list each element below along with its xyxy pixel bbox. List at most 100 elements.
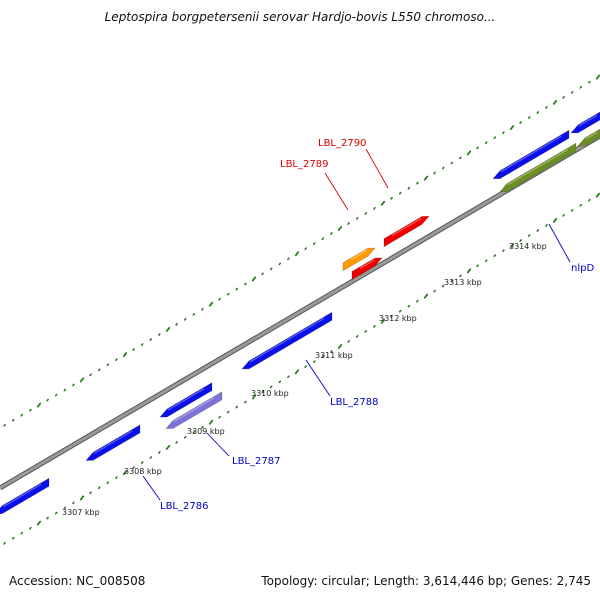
inner-track-tick [407,304,411,308]
map-title: Leptospira borgpetersenii serovar Hardjo… [104,10,496,24]
gene-arrow-8[interactable] [492,129,570,180]
gene-arrow-highlight-9 [578,114,598,127]
gene-arrow-10[interactable] [499,142,577,193]
inner-track-tick [588,198,591,202]
inner-track-tick [441,284,445,288]
outer-track-tick [484,141,488,145]
gene-label-lbl-2790[interactable]: LBL_2790 [318,138,366,149]
inner-track-tick [29,526,32,530]
inner-track-tick [493,254,497,258]
gene-arrow-highlight-6 [359,259,375,269]
outer-track-tick [476,146,479,150]
genome-summary-text: Topology: circular; Length: 3,614,446 bp… [261,574,591,588]
outer-track-tick [218,297,221,301]
gene-arrow-5[interactable] [342,247,376,272]
inner-track-tick [72,501,75,505]
outer-track-tick [355,217,359,220]
outer-track-tick [407,186,411,190]
gene-arrow-highlight-11 [585,131,598,140]
outer-track-tick [140,343,144,346]
outer-track-tick [502,131,505,135]
outer-track-tick [79,377,85,383]
outer-track-tick [595,74,600,80]
outer-track-tick [192,312,196,316]
inner-track-tick [545,224,548,227]
gene-arrow-9[interactable] [570,109,600,134]
outer-track-tick [261,272,264,276]
outer-tick-track [3,74,600,427]
kbp-label-3308: 3308 kbp [124,467,162,476]
inner-track-tick [519,239,522,242]
inner-track-tick [570,208,574,212]
inner-track-tick [20,531,24,535]
outer-track-tick [158,333,161,336]
inner-track-tick [3,541,6,545]
inner-track-tick [373,324,376,328]
inner-track-tick [502,249,505,253]
outer-track-tick [579,85,583,89]
chromosome-backbone-highlight [0,134,600,490]
inner-track-tick [175,441,178,444]
outer-track-tick [89,373,92,377]
outer-track-tick [175,323,178,326]
outer-track-tick [459,156,462,160]
outer-track-tick [519,121,522,124]
outer-track-tick [330,232,333,235]
inner-track-tick [165,444,171,450]
inner-track-tick [390,314,393,318]
outer-track-tick [54,393,58,397]
inner-track-tick [89,491,92,495]
outer-track-tick [337,226,343,231]
inner-track-tick [330,350,333,353]
inner-track-tick [347,340,350,343]
gene-arrow-4[interactable] [241,311,333,370]
inner-track-tick [278,380,282,384]
gene-label-lbl-2787[interactable]: LBL_2787 [232,456,280,467]
outer-track-tick [536,111,540,114]
inner-track-tick [466,268,472,274]
gene-label-lbl-2788[interactable]: LBL_2788 [330,397,378,408]
gene-arrow-highlight-1 [93,430,133,454]
inner-track-tick [595,192,600,198]
inner-track-tick [562,213,565,217]
outer-track-tick [433,171,436,175]
outer-track-tick [36,402,42,408]
gene-arrow-6[interactable] [351,257,383,281]
gene-arrow-11[interactable] [577,126,600,147]
outer-track-tick [545,106,548,109]
inner-track-tick [97,486,101,490]
accession-text: Accession: NC_008508 [9,574,146,588]
outer-track-tick [72,383,75,387]
outer-track-tick [115,358,118,362]
kbp-label-3309: 3309 kbp [187,427,225,436]
gene-arrow-highlight-3 [173,397,215,422]
inner-track-tick [183,435,187,439]
gene-arrow-3[interactable] [165,391,223,429]
inner-track-tick [312,360,316,364]
inner-track-tick [380,318,386,324]
outer-track-tick [165,326,171,332]
gene-arrow-1[interactable] [85,424,141,461]
outer-track-tick [183,317,187,321]
gene-arrow-2[interactable] [159,382,213,418]
inner-track-tick [36,520,42,526]
inner-track-tick [158,451,161,454]
outer-track-tick [321,237,325,241]
inner-track-tick [527,234,531,237]
inner-track-tick [208,419,214,425]
gene-label-lbl-2786[interactable]: LBL_2786 [160,501,208,512]
gene-label-nlpd[interactable]: nlpD [571,263,594,274]
inner-track-tick [450,279,454,283]
inner-track-tick [287,375,290,379]
gene-label-lbl-2789[interactable]: LBL_2789 [280,159,328,170]
gene-arrow-highlight-5 [350,249,368,261]
outer-track-tick [20,413,24,417]
inner-track-tick [269,385,273,389]
outer-track-tick [106,363,110,367]
outer-track-tick [235,287,239,291]
inner-track-tick [79,495,85,501]
gene-arrow-7[interactable] [383,215,430,248]
outer-track-tick [122,352,128,358]
gene-arrow-0[interactable] [0,477,50,515]
inner-track-tick [11,536,15,540]
